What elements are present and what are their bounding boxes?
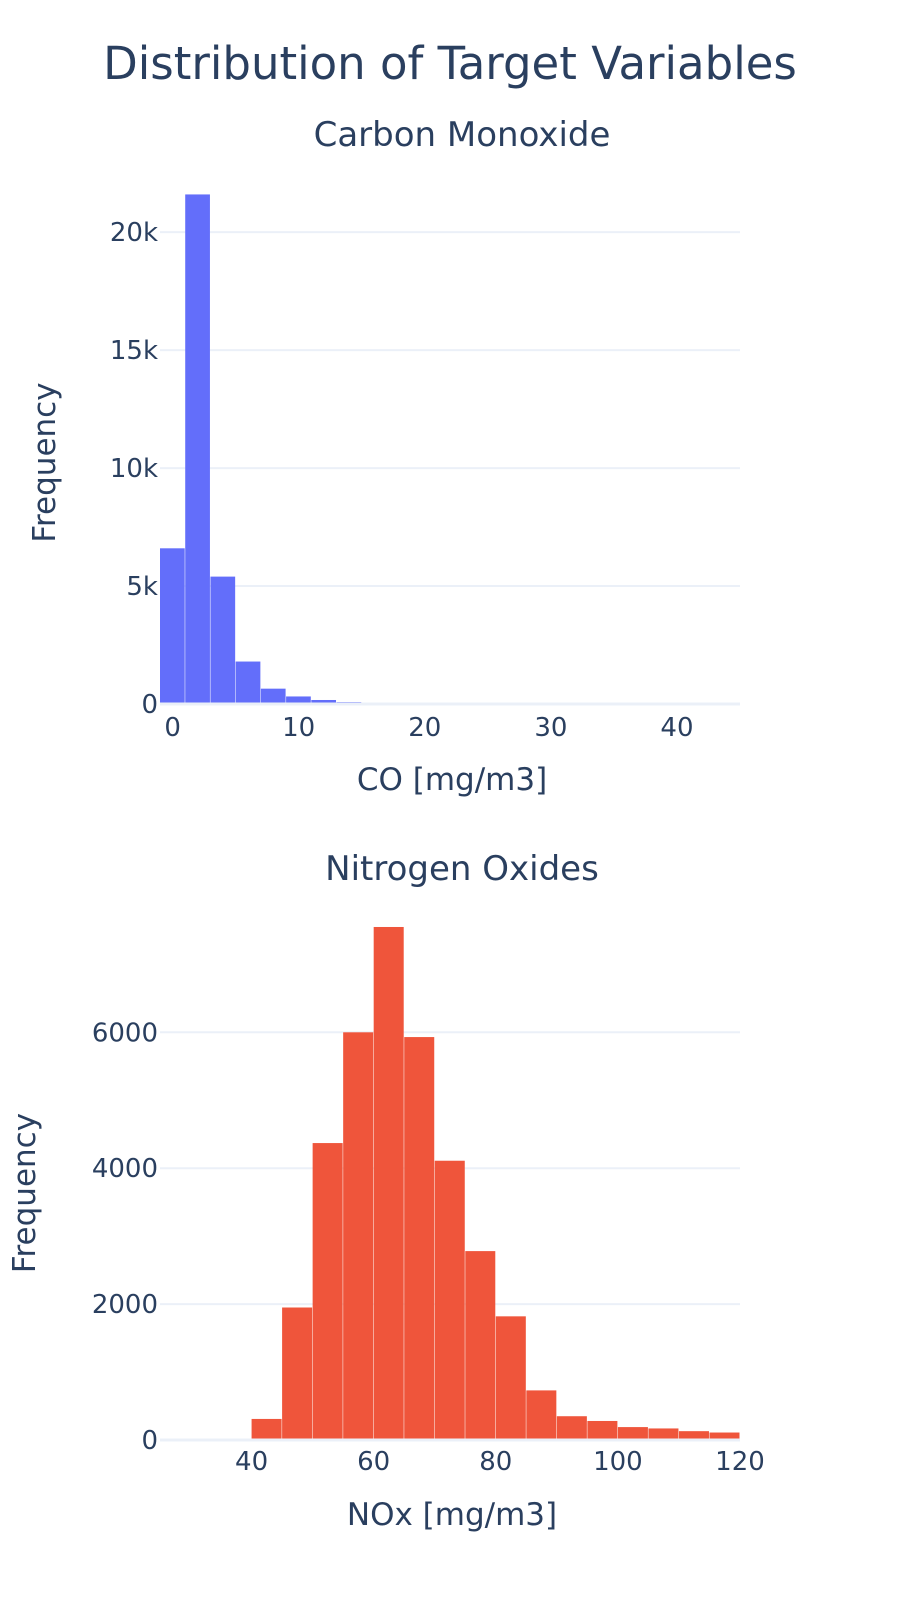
nox-y-tick-label: 4000 (92, 1154, 158, 1184)
co-histogram-bar (286, 696, 311, 704)
co-y-tick-label: 10k (110, 454, 158, 484)
nox-histogram-bar (312, 1143, 343, 1440)
nox-y-tick-label: 2000 (92, 1290, 158, 1320)
nox-y-tick-label: 0 (141, 1426, 158, 1456)
co-histogram-bar (185, 194, 210, 704)
nox-histogram-bar (709, 1432, 740, 1440)
nox-histogram-bar (495, 1316, 526, 1440)
nox-x-tick-label: 120 (715, 1447, 765, 1477)
co-y-tick-label: 5k (126, 572, 158, 602)
nox-histogram-bar (648, 1428, 679, 1440)
co-x-tick-label: 40 (660, 713, 693, 743)
co-y-tick-label: 15k (110, 336, 158, 366)
nox-histogram-bar (404, 1037, 435, 1440)
nox-y-axis-title: Frequency (7, 1113, 43, 1273)
nox-histogram-bar (343, 1032, 374, 1440)
nox-histogram-bar (465, 1251, 496, 1440)
nox-histogram-bar (587, 1420, 618, 1440)
co-subplot-title: Carbon Monoxide (314, 115, 611, 155)
nox-histogram-bar (526, 1390, 557, 1440)
main-title: Distribution of Target Variables (103, 37, 797, 90)
co-y-axis-title: Frequency (27, 382, 63, 542)
nox-histogram-bar (282, 1307, 313, 1440)
nox-y-tick-label: 6000 (92, 1018, 158, 1048)
nox-x-tick-label: 40 (235, 1447, 268, 1477)
nox-histogram-bar (678, 1431, 709, 1440)
nox-histogram-bar (556, 1416, 587, 1440)
nox-x-tick-label: 80 (479, 1447, 512, 1477)
co-histogram-bar (260, 688, 286, 704)
nox-histogram-bar (373, 926, 404, 1440)
co-x-axis-title: CO [mg/m3] (357, 762, 547, 798)
co-histogram-bar (235, 661, 261, 704)
nox-histogram-bar (251, 1418, 282, 1440)
co-x-tick-label: 20 (408, 713, 441, 743)
co-histogram-bar (160, 548, 185, 704)
co-y-tick-label: 0 (141, 690, 158, 720)
nox-histogram-bar (434, 1160, 465, 1440)
co-histogram-bar (210, 576, 236, 704)
co-histogram-bar (311, 699, 337, 704)
nox-x-tick-label: 60 (357, 1447, 390, 1477)
nox-x-axis-title: NOx [mg/m3] (347, 1497, 557, 1533)
nox-x-tick-label: 100 (593, 1447, 643, 1477)
nox-subplot-title: Nitrogen Oxides (325, 849, 599, 889)
co-x-tick-label: 0 (164, 713, 181, 743)
nox-histogram-bar (617, 1427, 648, 1440)
co-x-tick-label: 30 (534, 713, 567, 743)
co-y-tick-label: 20k (110, 218, 158, 248)
co-x-tick-label: 10 (282, 713, 315, 743)
